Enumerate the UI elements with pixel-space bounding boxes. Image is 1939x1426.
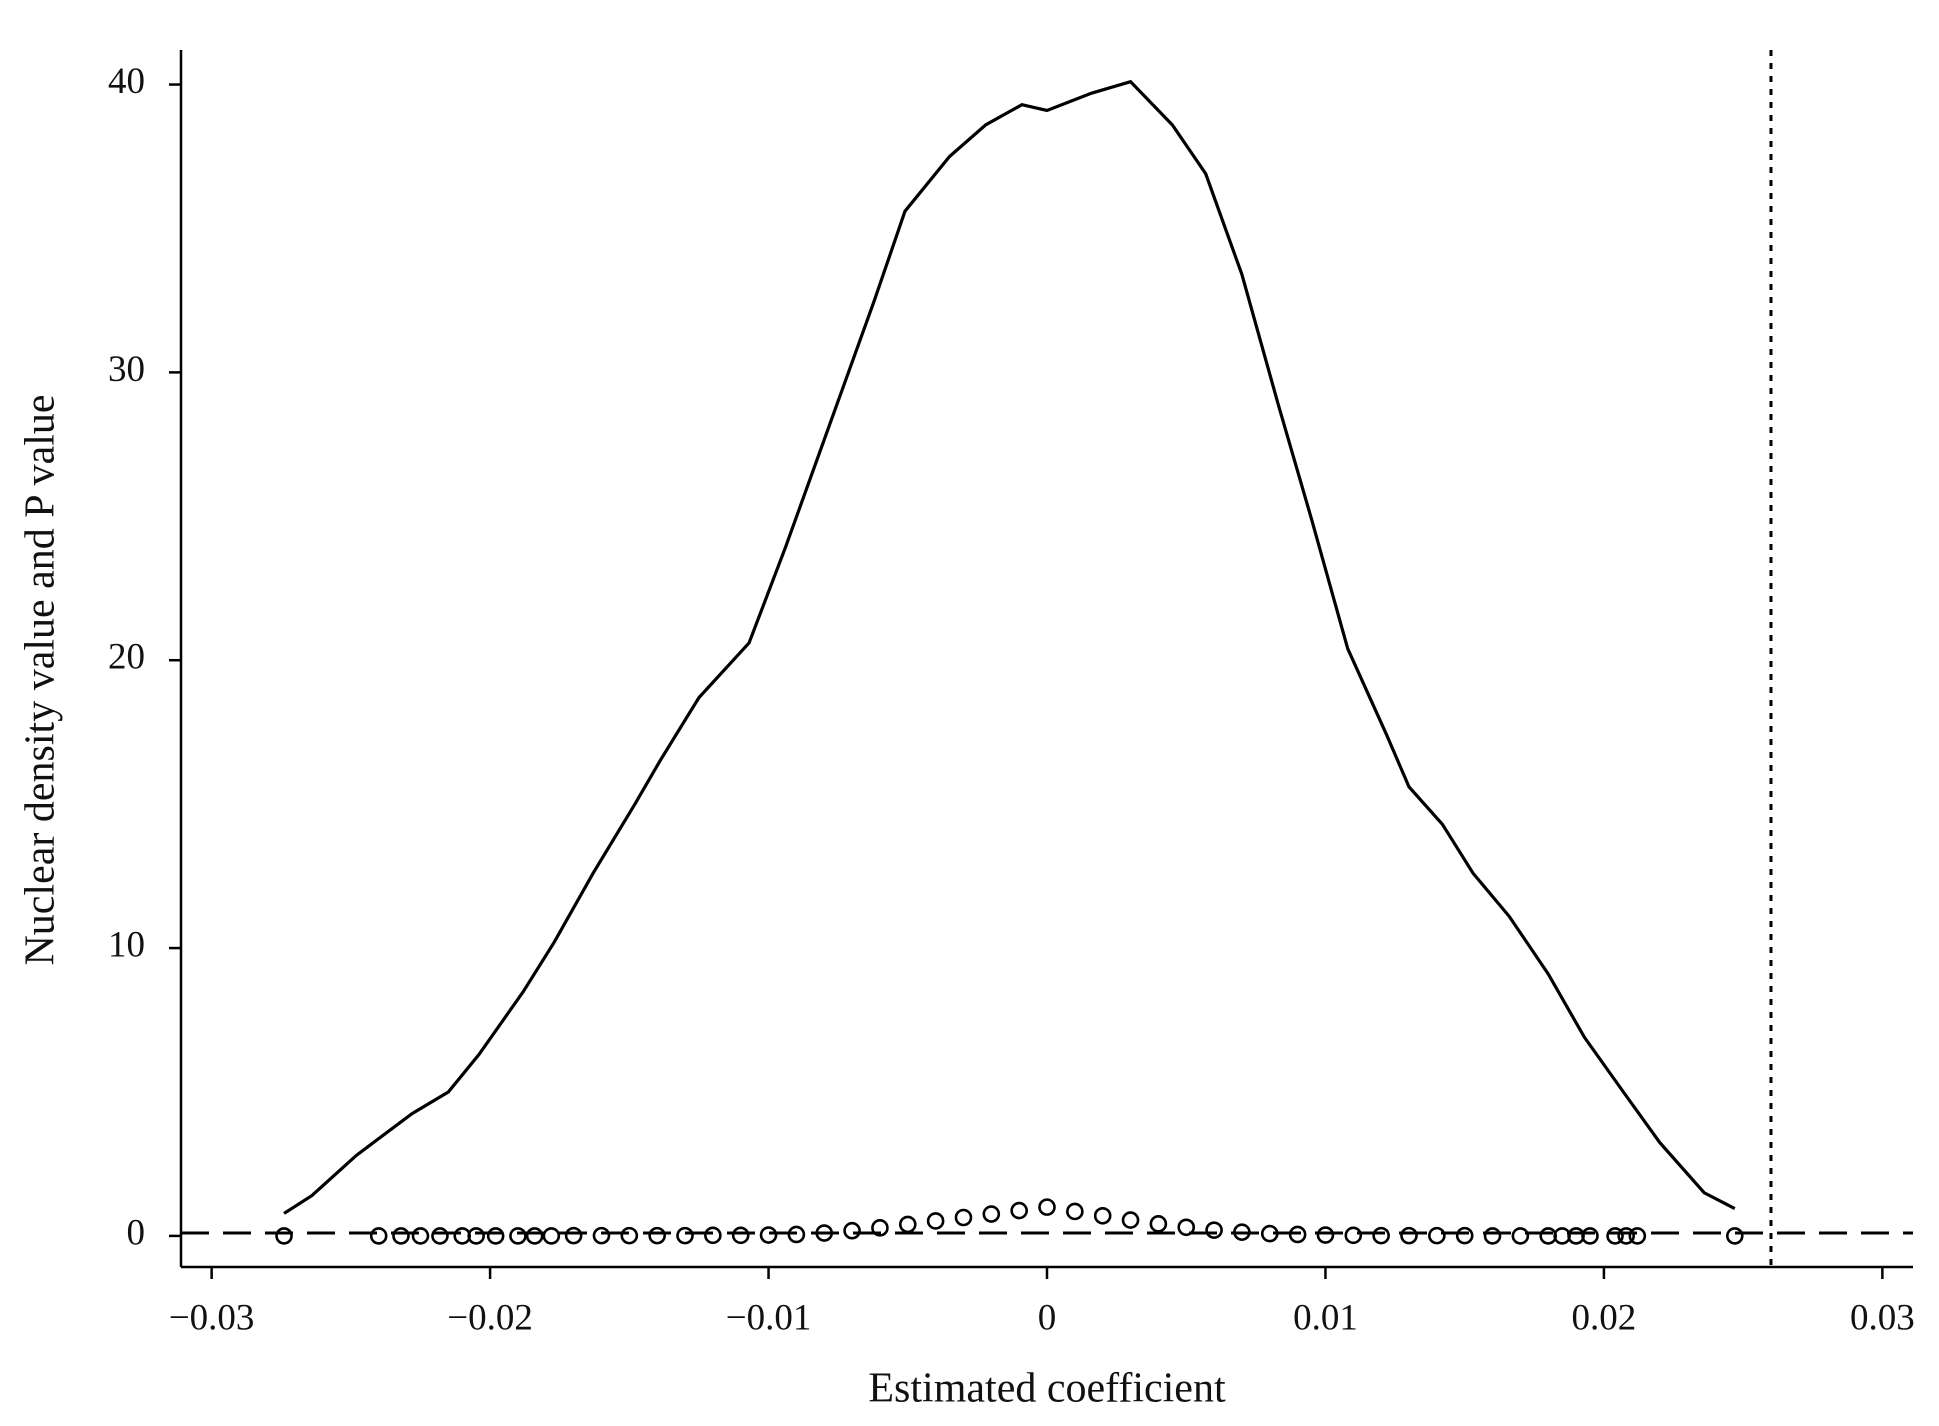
x-tick-label: 0.01: [1293, 1297, 1358, 1338]
x-tick-label: −0.03: [169, 1297, 255, 1338]
x-tick-label: −0.02: [447, 1297, 533, 1338]
p-value-point: [1121, 1211, 1140, 1229]
p-value-point: [1177, 1218, 1196, 1237]
x-tick-label: −0.01: [726, 1297, 812, 1338]
p-value-point: [467, 1227, 485, 1245]
p-value-point: [871, 1219, 889, 1237]
p-value-point: [1428, 1226, 1446, 1245]
p-value-point: [369, 1227, 388, 1245]
p-value-point: [525, 1227, 544, 1245]
p-value-point: [1400, 1226, 1418, 1245]
p-value-point: [564, 1226, 583, 1245]
p-value-point: [275, 1227, 293, 1245]
p-value-point: [1511, 1227, 1530, 1245]
p-value-point: [592, 1226, 611, 1245]
p-value-point: [843, 1221, 861, 1240]
p-value-point: [1260, 1224, 1279, 1243]
p-value-point: [431, 1227, 449, 1245]
p-value-point: [759, 1226, 778, 1244]
p-value-point: [509, 1227, 527, 1245]
p-value-point: [926, 1212, 945, 1230]
p-value-point: [1483, 1227, 1502, 1245]
x-tick-label: 0.02: [1572, 1297, 1637, 1338]
p-value-point: [1288, 1225, 1307, 1244]
p-value-point: [1010, 1201, 1028, 1220]
y-tick-label: 20: [108, 637, 145, 678]
y-tick-label: 0: [127, 1212, 146, 1253]
x-tick-label: 0.03: [1850, 1297, 1915, 1338]
p-value-point: [1617, 1227, 1635, 1245]
y-tick-label: 30: [108, 349, 145, 390]
x-tick-label: 0: [1038, 1297, 1057, 1338]
p-value-point: [392, 1227, 410, 1245]
p-value-point: [1093, 1206, 1112, 1225]
p-value-point: [1606, 1227, 1624, 1245]
p-value-point: [1372, 1226, 1390, 1245]
p-value-point: [1038, 1198, 1056, 1216]
p-value-point: [1725, 1227, 1744, 1245]
p-value-point: [676, 1226, 694, 1245]
p-value-point: [704, 1226, 722, 1245]
p-value-point: [787, 1225, 806, 1244]
p-value-point: [1149, 1215, 1168, 1233]
p-value-point: [731, 1226, 750, 1245]
y-tick-label: 10: [108, 925, 145, 966]
x-axis-title: Estimated coefficient: [868, 1366, 1226, 1412]
density-line: [283, 79, 1736, 1215]
p-value-point: [542, 1227, 561, 1245]
p-value-point: [1233, 1223, 1251, 1241]
p-value-point: [1455, 1226, 1474, 1245]
p-value-point: [1205, 1221, 1223, 1239]
p-value-point: [486, 1227, 505, 1245]
p-value-point: [1316, 1226, 1335, 1244]
p-value-point: [815, 1224, 834, 1242]
p-value-point: [1581, 1227, 1599, 1245]
p-value-point: [620, 1226, 639, 1245]
p-value-point: [1344, 1226, 1363, 1245]
y-tick-label: 40: [108, 61, 145, 102]
p-value-point: [898, 1215, 917, 1234]
p-value-point: [954, 1208, 973, 1227]
p-value-point: [1628, 1227, 1647, 1245]
p-value-point: [411, 1227, 430, 1245]
p-value-point: [982, 1205, 1001, 1223]
p-value-point: [1066, 1202, 1084, 1221]
p-value-point: [648, 1226, 666, 1245]
y-axis-title: Nuclear density value and P value: [18, 394, 64, 965]
